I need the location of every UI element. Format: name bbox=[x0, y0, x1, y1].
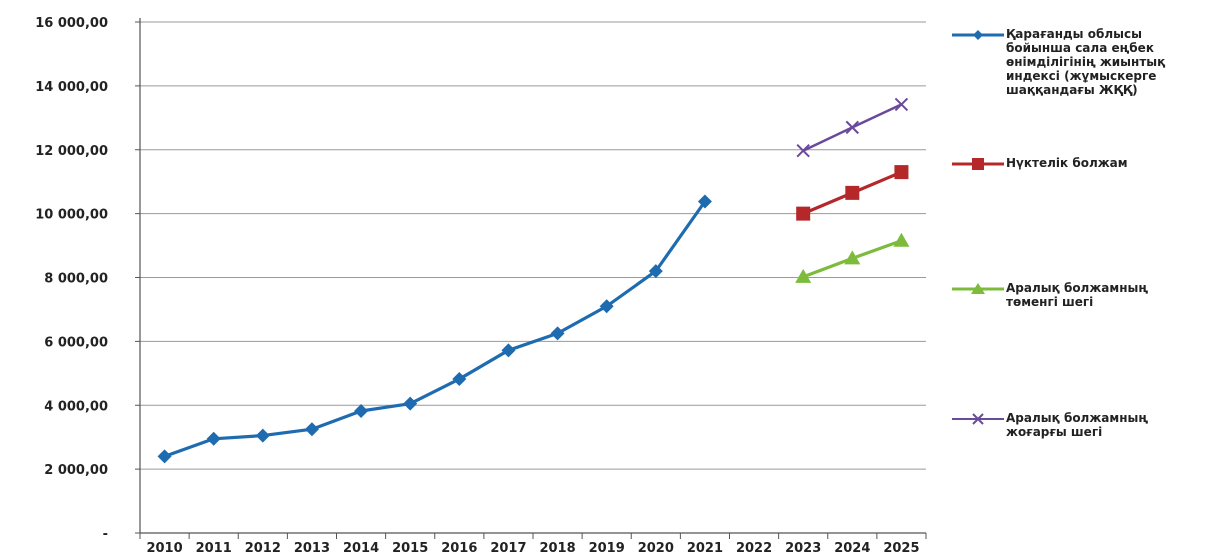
data-point-0 bbox=[550, 326, 565, 341]
y-tick-labels: - 2 000,00 4 000,00 6 000,00 8 000,00 10 000,… bbox=[35, 16, 108, 542]
x-tick-label: 2012 bbox=[245, 541, 281, 556]
legend-swatch-karaganda bbox=[952, 30, 1004, 40]
data-point-3 bbox=[796, 144, 810, 158]
x-tick-labels: 2010 2011 2012 2013 2014 2015 2016 2017 2018 2019… bbox=[146, 541, 919, 556]
legend-label-karaganda: Қарағанды облысы бойынша сала еңбек өнім… bbox=[1006, 27, 1166, 97]
data-point-2 bbox=[795, 268, 812, 283]
data-point-3 bbox=[845, 120, 860, 135]
x-tick-label: 2016 bbox=[441, 541, 477, 556]
y-tick-label: 10 000,00 bbox=[35, 208, 108, 223]
data-point-0 bbox=[501, 343, 516, 358]
data-point-0 bbox=[206, 431, 221, 446]
x-tick-label: 2023 bbox=[785, 541, 821, 556]
legend-swatch-lower-bound bbox=[952, 283, 1004, 294]
legend-item-karaganda: Қарағанды облысы бойынша сала еңбек өнім… bbox=[950, 27, 1191, 97]
data-point-0 bbox=[255, 428, 270, 443]
legend-label-point-forecast: Нүктелік болжам bbox=[1006, 156, 1128, 170]
data-point-1 bbox=[894, 165, 909, 180]
series-lines bbox=[157, 97, 910, 464]
data-point-0 bbox=[697, 194, 712, 209]
axes bbox=[135, 18, 927, 539]
data-point-1 bbox=[845, 185, 860, 200]
x-tick-label: 2021 bbox=[687, 541, 723, 556]
x-tick-label: 2017 bbox=[490, 541, 526, 556]
y-tick-label: 16 000,00 bbox=[35, 16, 108, 31]
data-point-2 bbox=[844, 250, 861, 265]
legend-item-point-forecast: Нүктелік болжам bbox=[950, 156, 1191, 172]
legend: Қарағанды облысы бойынша сала еңбек өнім… bbox=[950, 0, 1200, 558]
x-tick-label: 2018 bbox=[539, 541, 575, 556]
legend-item-upper-bound: Аралық болжамның жоғарғы шегі bbox=[950, 411, 1191, 439]
x-tick-label: 2011 bbox=[196, 541, 232, 556]
legend-swatch-upper-bound bbox=[952, 413, 1004, 425]
y-tick-label: 2 000,00 bbox=[44, 463, 108, 478]
chart-plot: - 2 000,00 4 000,00 6 000,00 8 000,00 10 000,… bbox=[35, 16, 927, 556]
data-point-1 bbox=[796, 206, 811, 221]
legend-label-upper-bound: Аралық болжамның жоғарғы шегі bbox=[1006, 411, 1149, 439]
y-tick-label: 6 000,00 bbox=[44, 335, 108, 350]
x-tick-label: 2015 bbox=[392, 541, 428, 556]
y-tick-label: 14 000,00 bbox=[35, 80, 108, 95]
legend-label-lower-bound: Аралық болжамның төменгі шегі bbox=[1006, 281, 1149, 309]
data-point-0 bbox=[599, 299, 614, 314]
data-point-0 bbox=[648, 264, 663, 279]
data-point-0 bbox=[354, 403, 369, 418]
y-tick-label: 12 000,00 bbox=[35, 144, 108, 159]
x-tick-label: 2019 bbox=[589, 541, 625, 556]
series-line-0 bbox=[164, 200, 707, 458]
data-point-2 bbox=[893, 232, 910, 247]
data-point-0 bbox=[452, 372, 467, 387]
data-point-0 bbox=[157, 449, 172, 464]
y-tick-label: 4 000,00 bbox=[44, 399, 108, 414]
data-point-0 bbox=[403, 396, 418, 411]
x-tick-label: 2020 bbox=[638, 541, 674, 556]
x-tick-label: 2024 bbox=[834, 541, 870, 556]
y-tick-label: 8 000,00 bbox=[44, 272, 108, 287]
x-tick-label: 2014 bbox=[343, 541, 379, 556]
x-tick-label: 2013 bbox=[294, 541, 330, 556]
gridlines bbox=[140, 21, 926, 470]
legend-item-lower-bound: Аралық болжамның төменгі шегі bbox=[950, 281, 1191, 309]
y-tick-label: - bbox=[103, 527, 108, 542]
legend-swatch-point-forecast bbox=[952, 158, 1004, 170]
x-tick-label: 2025 bbox=[883, 541, 919, 556]
data-point-0 bbox=[304, 422, 319, 437]
x-tick-label: 2022 bbox=[736, 541, 772, 556]
x-tick-label: 2010 bbox=[146, 541, 182, 556]
data-point-3 bbox=[894, 97, 909, 112]
